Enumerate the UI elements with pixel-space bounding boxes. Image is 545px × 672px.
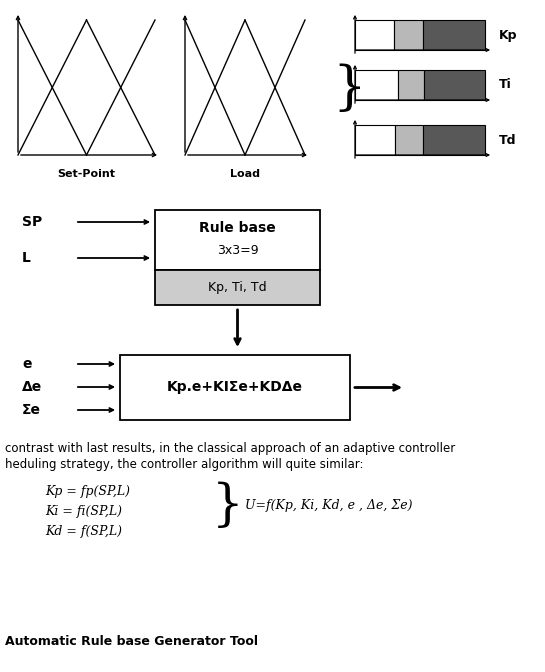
Text: U=f(Kp, Ki, Kd, e , Δe, Σe): U=f(Kp, Ki, Kd, e , Δe, Σe) <box>245 499 413 513</box>
Bar <box>395 125 422 155</box>
Text: Automatic Rule base Generator Tool: Automatic Rule base Generator Tool <box>5 635 258 648</box>
Text: }: } <box>212 481 244 531</box>
Text: Δe: Δe <box>22 380 43 394</box>
Bar <box>120 355 350 420</box>
Text: Kp.e+KIΣe+KDΔe: Kp.e+KIΣe+KDΔe <box>167 380 303 394</box>
Bar <box>155 210 320 270</box>
Bar <box>155 270 320 305</box>
Bar <box>355 70 398 100</box>
Text: Load: Load <box>230 169 260 179</box>
Bar <box>394 20 422 50</box>
Text: SP: SP <box>22 215 43 229</box>
Text: Rule base: Rule base <box>199 221 276 235</box>
Bar <box>398 70 424 100</box>
Text: L: L <box>22 251 31 265</box>
Text: e: e <box>22 357 32 371</box>
Text: heduling strategy, the controller algorithm will quite similar:: heduling strategy, the controller algori… <box>5 458 364 471</box>
Bar <box>355 20 394 50</box>
Text: Td: Td <box>499 134 517 146</box>
Text: Kd = f(SP,L): Kd = f(SP,L) <box>45 525 122 538</box>
Text: Ki = fi(SP,L): Ki = fi(SP,L) <box>45 505 122 518</box>
Bar <box>355 125 395 155</box>
Bar <box>422 125 485 155</box>
Text: }: } <box>332 62 366 114</box>
Text: Ti: Ti <box>499 79 512 91</box>
Text: Kp, Ti, Td: Kp, Ti, Td <box>208 281 267 294</box>
Text: Σe: Σe <box>22 403 41 417</box>
Text: Set-Point: Set-Point <box>58 169 116 179</box>
Text: Kp = fp(SP,L): Kp = fp(SP,L) <box>45 485 130 498</box>
Text: 3x3=9: 3x3=9 <box>217 243 258 257</box>
Bar <box>424 70 485 100</box>
Text: contrast with last results, in the classical approach of an adaptive controller: contrast with last results, in the class… <box>5 442 455 455</box>
Text: Kp: Kp <box>499 28 518 42</box>
Bar <box>422 20 485 50</box>
